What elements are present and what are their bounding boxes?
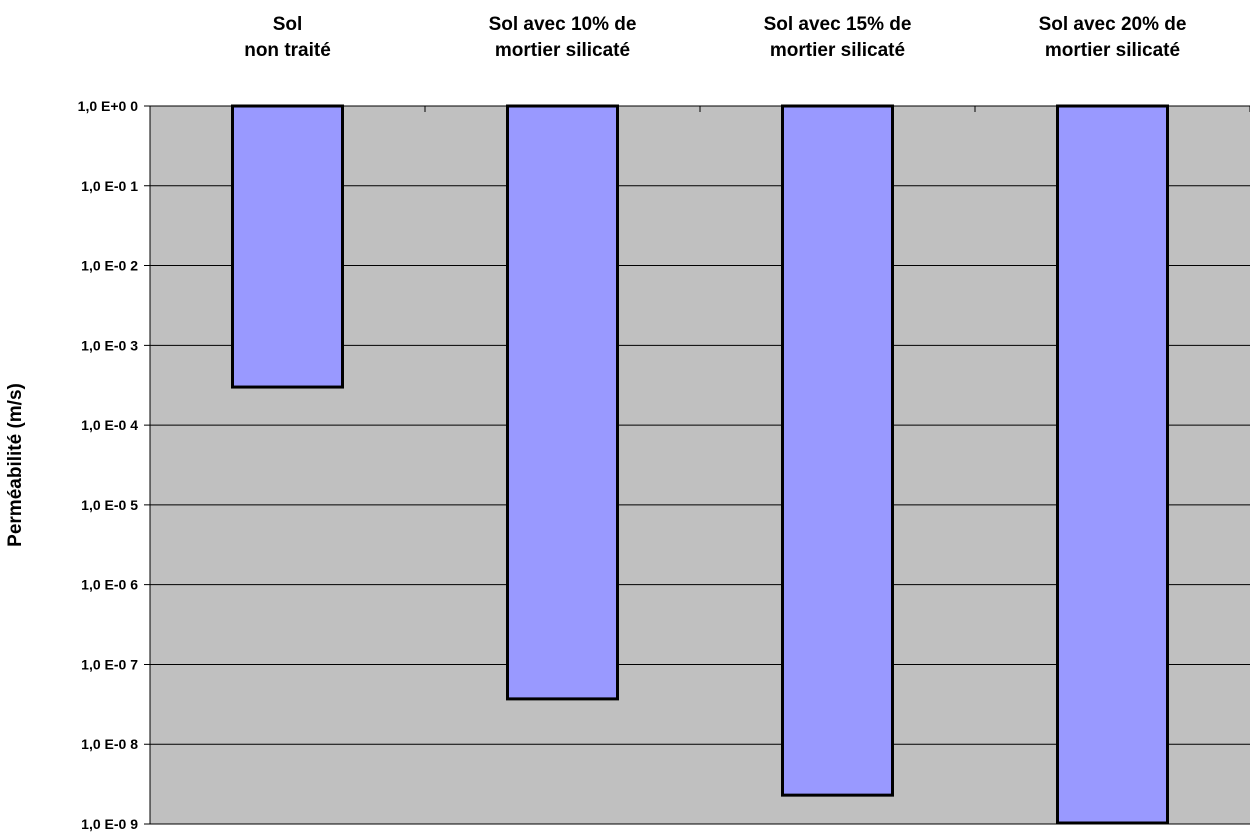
y-tick-label: 1,0 E-0 4 <box>81 417 138 433</box>
y-axis-title: Perméabilité (m/s) <box>5 383 26 547</box>
y-tick-label: 1,0 E-0 7 <box>81 656 138 672</box>
category-label: non traité <box>244 40 331 61</box>
bars <box>231 104 1169 825</box>
category-label: Sol <box>273 14 303 35</box>
y-tick-label: 1,0 E-0 5 <box>81 497 138 513</box>
y-tick-label: 1,0 E-0 3 <box>81 337 138 353</box>
category-label: mortier silicaté <box>495 40 630 61</box>
category-label: mortier silicaté <box>770 40 905 61</box>
y-tick-label: 1,0 E-0 9 <box>81 816 138 832</box>
category-label: Sol avec 20% de <box>1039 14 1187 35</box>
bar <box>506 104 619 701</box>
category-labels: Sol non traité Sol avec 10% de mortier sili… <box>244 14 1186 61</box>
y-tick-label: 1,0 E+0 0 <box>78 98 139 114</box>
y-tick-label: 1,0 E-0 1 <box>81 178 138 194</box>
y-tick-label: 1,0 E-0 6 <box>81 577 138 593</box>
category-label: mortier silicaté <box>1045 40 1180 61</box>
y-axis-tick-labels: 1,0 E+0 0 1,0 E-0 1 1,0 E-0 2 1,0 E-0 3 1,0 … <box>78 98 139 832</box>
y-tick-label: 1,0 E-0 8 <box>81 736 138 752</box>
category-label: Sol avec 10% de <box>489 14 637 35</box>
y-tick-label: 1,0 E-0 2 <box>81 258 138 274</box>
category-label: Sol avec 15% de <box>764 14 912 35</box>
bar <box>231 104 344 389</box>
bar <box>1056 104 1169 825</box>
bar <box>781 104 894 797</box>
